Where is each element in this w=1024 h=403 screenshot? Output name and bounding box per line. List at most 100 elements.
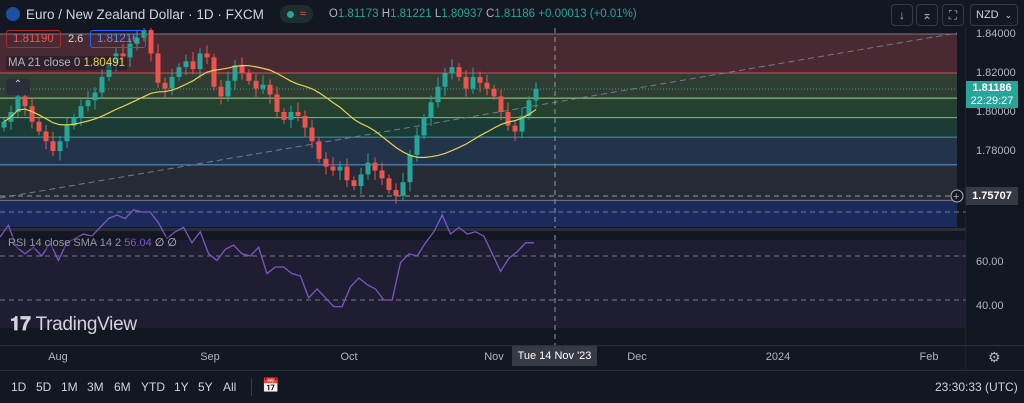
- candle-body: [491, 88, 497, 97]
- candle-body: [246, 73, 252, 81]
- bottom-toolbar: [0, 370, 1024, 403]
- candle-body: [442, 73, 448, 87]
- candle-body: [512, 125, 518, 132]
- candle-body: [379, 170, 385, 179]
- candle-body: [141, 30, 147, 38]
- delayed-icon: ≈: [299, 8, 306, 20]
- candle-body: [407, 154, 413, 183]
- fib-band: [0, 137, 957, 165]
- range-button-ytd[interactable]: YTD: [141, 380, 165, 394]
- symbol-title[interactable]: Euro / New Zealand Dollar · 1D · FXCM: [26, 6, 264, 22]
- ma-legend[interactable]: MA 21 close 0 1.80491: [6, 56, 128, 70]
- candle-body: [281, 112, 287, 120]
- candle-body: [36, 121, 42, 132]
- range-button-5y[interactable]: 5Y: [198, 380, 213, 394]
- candle-body: [323, 158, 329, 167]
- candle-body: [358, 174, 364, 187]
- range-button-1y[interactable]: 1Y: [174, 380, 189, 394]
- candle-body: [393, 190, 399, 196]
- candle-body: [274, 94, 280, 112]
- price-tick: 1.82000: [976, 67, 1016, 79]
- go-to-date-icon[interactable]: 📅: [262, 377, 280, 393]
- candle-body: [288, 112, 294, 120]
- candle-body: [533, 88, 539, 101]
- currency-value: NZD: [976, 9, 999, 21]
- fib-band: [0, 200, 957, 227]
- trend-line[interactable]: [0, 32, 958, 199]
- candle-body: [57, 141, 63, 151]
- candle-body: [337, 166, 343, 171]
- candle-body: [470, 76, 476, 89]
- candle-body: [106, 63, 112, 77]
- candle-body: [351, 180, 357, 187]
- candle-body: [64, 125, 70, 142]
- rsi-line: [0, 209, 534, 308]
- candle-body: [148, 30, 154, 54]
- range-button-1d[interactable]: 1D: [11, 380, 27, 394]
- candle-body: [78, 106, 84, 118]
- last-price-label: 1.81186 22:29:27: [966, 81, 1018, 108]
- chart-header: Euro / New Zealand Dollar · 1D · FXCM ≈ …: [0, 0, 966, 28]
- spread-value: 2.6: [68, 33, 84, 45]
- candle-body: [239, 65, 245, 73]
- sell-button[interactable]: 1.81190: [6, 30, 61, 48]
- range-button-all[interactable]: All: [223, 380, 237, 394]
- candle-body: [302, 115, 308, 128]
- price-tick: 1.80000: [976, 106, 1016, 118]
- collapse-legend-button[interactable]: ⌃: [6, 79, 30, 95]
- time-tick: Feb: [919, 351, 939, 363]
- time-tick: Sep: [200, 351, 220, 363]
- candle-body: [435, 86, 441, 103]
- candle-body: [253, 80, 259, 89]
- candle-body: [232, 65, 238, 81]
- time-tick: Aug: [48, 351, 68, 363]
- candle-body: [92, 92, 98, 101]
- price-tick: 1.78000: [976, 145, 1016, 157]
- flag-icon: [6, 7, 20, 21]
- buy-button[interactable]: 1.81216: [90, 30, 146, 48]
- candle-body: [519, 115, 525, 132]
- collapse-button[interactable]: ⌅: [916, 4, 938, 26]
- range-button-3m[interactable]: 3M: [87, 380, 104, 394]
- candle-body: [99, 76, 105, 93]
- settings-icon[interactable]: ⚙: [988, 349, 1001, 365]
- candle-body: [15, 96, 21, 112]
- status-pill[interactable]: ≈: [279, 5, 313, 23]
- add-alert-icon[interactable]: [950, 189, 964, 203]
- fib-band: [0, 117, 957, 138]
- candle-body: [428, 102, 434, 118]
- range-button-1m[interactable]: 1M: [61, 380, 78, 394]
- candle-body: [71, 117, 77, 126]
- market-open-icon: [286, 10, 294, 18]
- currency-select[interactable]: NZD ⌄: [970, 4, 1018, 26]
- candle-body: [421, 117, 427, 136]
- candle-body: [498, 96, 504, 112]
- price-tick: 1.84000: [976, 28, 1016, 40]
- fib-band: [0, 73, 957, 99]
- time-axis-border: [0, 345, 1024, 346]
- scroll-down-button[interactable]: ↓: [891, 4, 913, 26]
- candle-body: [316, 141, 322, 159]
- rsi-legend[interactable]: RSI 14 close SMA 14 2 56.04 ∅ ∅: [6, 236, 180, 249]
- clock[interactable]: 23:30:33 (UTC): [935, 380, 1018, 394]
- time-tick: 2024: [765, 351, 791, 363]
- arrow-down-icon: ↓: [899, 8, 905, 22]
- chevron-up-icon: ⌃: [13, 79, 23, 90]
- fib-band: [0, 98, 957, 118]
- candle-body: [330, 166, 336, 171]
- fullscreen-button[interactable]: ⛶: [942, 4, 964, 26]
- candle-body: [344, 166, 350, 181]
- candle-body: [85, 100, 91, 107]
- tradingview-watermark[interactable]: 𝟏𝟕 TradingView: [10, 314, 137, 335]
- pane-separator[interactable]: [0, 228, 966, 231]
- chart-canvas[interactable]: +: [0, 28, 966, 370]
- candle-body: [197, 53, 203, 70]
- time-tick: Dec: [627, 351, 647, 363]
- candle-body: [505, 112, 511, 126]
- candle-body: [526, 100, 532, 116]
- range-button-5d[interactable]: 5D: [36, 380, 52, 394]
- candle-body: [365, 162, 371, 175]
- candle-body: [134, 37, 140, 44]
- range-button-6m[interactable]: 6M: [114, 380, 131, 394]
- candle-body: [162, 82, 168, 89]
